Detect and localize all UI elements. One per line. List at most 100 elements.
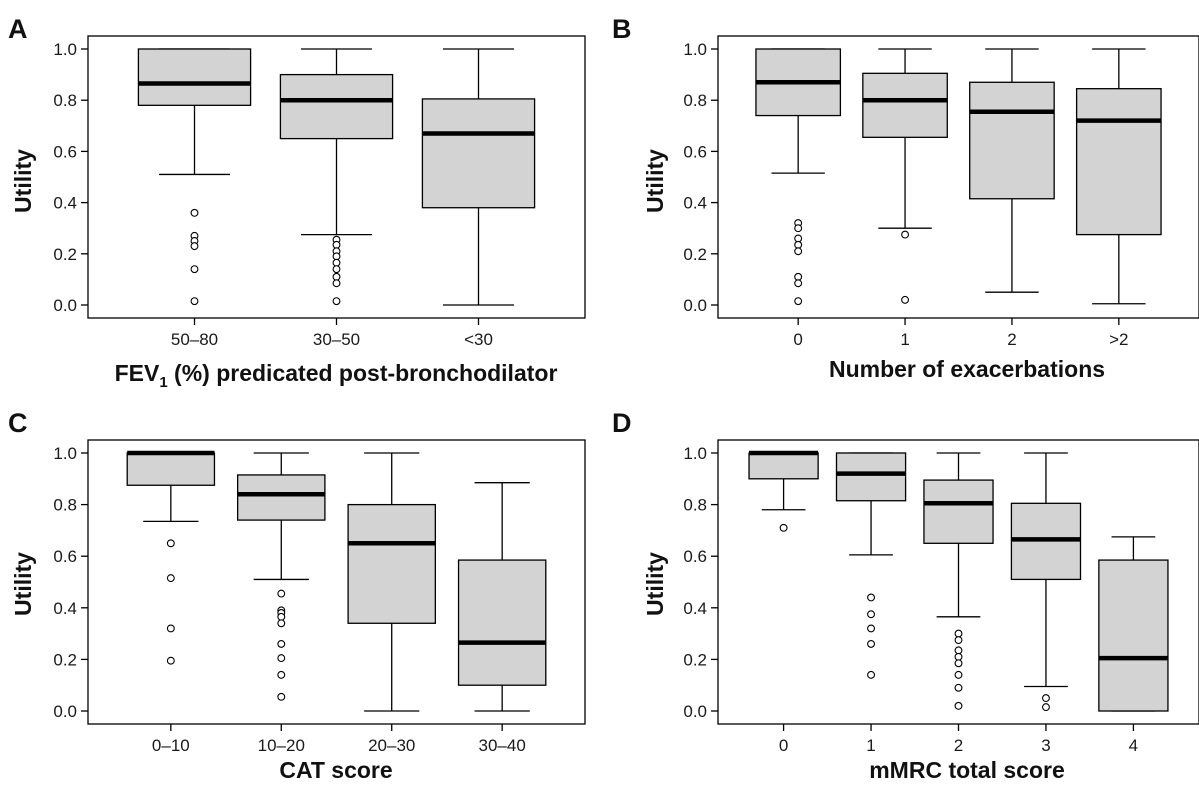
outlier-point (277, 654, 286, 663)
x-tick-label: 10–20 (258, 736, 305, 755)
y-tick-label: 0.0 (683, 296, 707, 315)
panel-b: B Utility Number of exacerbations 0.0 0.2… (612, 14, 1199, 382)
outlier-point (332, 272, 341, 281)
x-tick-label: 0–10 (152, 736, 190, 755)
outlier-point (277, 612, 286, 621)
x-axis-label: FEV1 (%) predicated post-bronchodilator (115, 360, 558, 391)
outlier-point (794, 297, 803, 306)
x-tick-label: 2 (1007, 330, 1016, 349)
panel-a: A Utility FEV1 (%) predicated post-bronc… (8, 14, 586, 391)
outlier-point (779, 523, 788, 532)
y-tick-label: 0.6 (53, 142, 77, 161)
panel-d: D Utility mMRC total score 0.0 0.2 0.4 0.6 0… (612, 408, 1199, 783)
x-tick-label: 1 (900, 330, 909, 349)
iqr-box (1075, 88, 1162, 236)
y-axis-label: Utility (10, 552, 36, 616)
outlier-point (332, 297, 341, 306)
outlier-point (794, 240, 803, 249)
y-tick-label: 0.2 (53, 245, 77, 264)
panel-letter: D (612, 408, 632, 438)
panel-letter: B (612, 14, 632, 44)
y-tick-label: 0.0 (53, 702, 77, 721)
outlier-point (277, 639, 286, 648)
outlier-point (954, 683, 963, 692)
outlier-point (1042, 694, 1050, 703)
y-tick-label: 0.6 (683, 142, 707, 161)
x-tick-label: 30–40 (479, 736, 526, 755)
iqr-box (969, 81, 1055, 200)
outlier-point (332, 252, 341, 261)
outlier-point (867, 624, 875, 633)
x-axis-label: CAT score (279, 757, 392, 783)
x-tick-label: 3 (1041, 736, 1050, 755)
y-tick-label: 0.2 (53, 650, 77, 669)
x-tick-label: 0 (793, 330, 802, 349)
iqr-box (137, 48, 252, 106)
x-tick-label: 1 (866, 736, 875, 755)
outlier-point (190, 297, 199, 306)
x-tick-label: 30–50 (313, 330, 360, 349)
panel-letter: C (8, 408, 28, 438)
outlier-point (190, 265, 199, 274)
outlier-point (277, 589, 286, 598)
iqr-box (748, 452, 819, 480)
outlier-point (794, 224, 803, 233)
iqr-box (126, 452, 216, 486)
panel-c: C Utility CAT score 0.0 0.2 0.4 0.6 0.8 1.0 0–… (8, 408, 586, 783)
outlier-point (954, 659, 963, 668)
outlier-point (277, 692, 286, 701)
plot-frame (717, 35, 1199, 319)
outlier-point (166, 624, 175, 633)
iqr-box (347, 503, 436, 624)
y-tick-label: 0.4 (53, 599, 77, 618)
outlier-point (332, 279, 341, 288)
iqr-box (835, 452, 907, 502)
y-tick-label: 0.0 (53, 296, 77, 315)
x-tick-label: 20–30 (368, 736, 415, 755)
y-tick-label: 0.8 (53, 91, 77, 110)
outlier-point (901, 295, 910, 304)
outlier-point (954, 670, 963, 679)
y-tick-label: 0.4 (683, 194, 707, 213)
iqr-box (923, 479, 994, 544)
outlier-point (277, 670, 286, 679)
outlier-point (794, 279, 803, 288)
y-tick-label: 1.0 (53, 444, 77, 463)
outlier-point (794, 234, 803, 243)
outlier-point (794, 247, 803, 256)
y-axis-label: Utility (642, 552, 668, 616)
y-tick-label: 0.8 (683, 496, 707, 515)
y-axis-label: Utility (642, 149, 668, 213)
iqr-box (457, 559, 547, 686)
outlier-point (277, 619, 286, 628)
outlier-point (901, 230, 910, 239)
outlier-point (867, 593, 875, 602)
outlier-point (332, 265, 341, 274)
y-axis-label: Utility (10, 149, 36, 213)
y-tick-label: 1.0 (683, 444, 707, 463)
x-tick-label: 50–80 (171, 330, 218, 349)
outlier-point (954, 629, 963, 638)
y-tick-label: 1.0 (53, 40, 77, 59)
y-tick-label: 1.0 (683, 40, 707, 59)
x-tick-label: 4 (1129, 736, 1138, 755)
outlier-point (166, 539, 175, 548)
outlier-point (332, 258, 341, 267)
outlier-point (954, 636, 963, 644)
x-axis-label: Number of exacerbations (829, 356, 1105, 382)
iqr-box (862, 72, 948, 138)
outlier-point (190, 208, 199, 217)
outlier-point (867, 670, 875, 679)
outlier-point (954, 652, 963, 661)
panel-letter: A (8, 14, 28, 44)
x-tick-label: 2 (954, 736, 963, 755)
outlier-point (867, 610, 875, 619)
plot-frame (87, 439, 586, 725)
y-tick-label: 0.6 (53, 547, 77, 566)
y-tick-label: 0.8 (683, 91, 707, 110)
outlier-point (190, 242, 199, 251)
outlier-point (166, 656, 175, 665)
y-tick-label: 0.8 (53, 496, 77, 515)
x-tick-label: <30 (464, 330, 493, 349)
